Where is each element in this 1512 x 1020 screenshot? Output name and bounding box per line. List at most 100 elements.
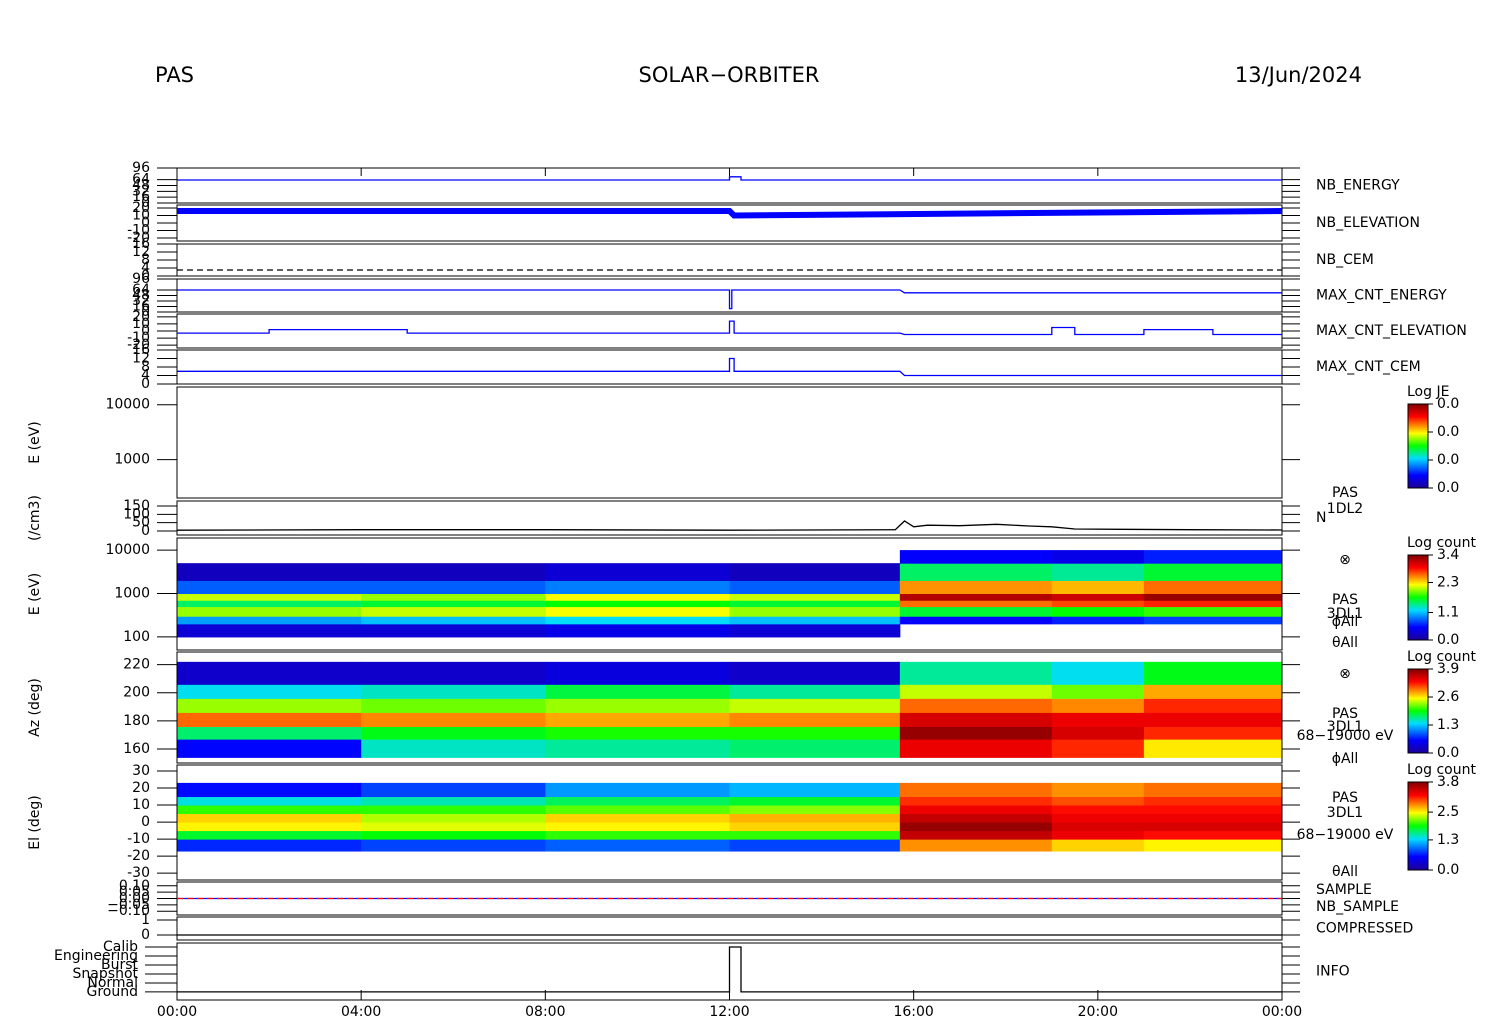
heatmap-cell xyxy=(1143,782,1283,798)
colorbar-tick-label: 0.0 xyxy=(1437,396,1459,412)
heatmap-cell xyxy=(899,580,1053,595)
heatmap-cell xyxy=(1051,593,1145,601)
colorbar-title: Log count xyxy=(1407,649,1476,665)
y-axis-label: E (eV) xyxy=(27,421,43,463)
header-center: SOLAR−ORBITER xyxy=(638,63,819,87)
series-name: MAX_CNT_ENERGY xyxy=(1316,288,1447,304)
heatmap-cell xyxy=(177,822,362,832)
heatmap-cell xyxy=(729,616,901,625)
y-tick-label: 64 xyxy=(132,172,150,188)
y-tick-label: 20 xyxy=(132,309,150,325)
heatmap-cell xyxy=(899,616,1053,625)
heatmap-cell xyxy=(177,805,362,815)
panel-frame xyxy=(176,386,1283,499)
y-tick-label: 0 xyxy=(141,215,150,231)
heatmap-cell xyxy=(729,839,901,852)
series-line xyxy=(177,176,1282,181)
colorbar-tick-label: 1.3 xyxy=(1437,717,1459,733)
heatmap-cell xyxy=(729,822,901,832)
colorbar-tick-label: 1.1 xyxy=(1437,605,1459,621)
annotation: ϕAll xyxy=(1332,614,1359,630)
series-line xyxy=(177,289,1282,310)
heatmap-cell xyxy=(361,698,546,713)
heatmap-cell xyxy=(361,813,546,823)
heatmap-cell xyxy=(177,830,362,840)
heatmap-cell xyxy=(361,593,546,601)
colorbar xyxy=(1407,781,1429,871)
heatmap-cell xyxy=(361,796,546,806)
colorbar-tick-label: 2.6 xyxy=(1437,689,1459,705)
y-tick-label: 10 xyxy=(132,316,150,332)
heatmap-cell xyxy=(361,684,546,699)
series-line xyxy=(177,357,1282,377)
heatmap-cell xyxy=(1051,822,1145,832)
heatmap-cell xyxy=(729,813,901,823)
y-tick-label: 32 xyxy=(132,293,150,309)
heatmap-cell xyxy=(361,830,546,840)
heatmap-cell xyxy=(1143,606,1283,617)
heatmap-cell xyxy=(729,563,901,581)
colorbar-title: Log JE xyxy=(1407,384,1449,400)
y-tick-label: 8 xyxy=(141,252,150,268)
series-name: INFO xyxy=(1316,964,1350,980)
heatmap-cell xyxy=(899,839,1053,852)
annotation: ϕAll xyxy=(1332,751,1359,767)
heatmap-cell xyxy=(361,805,546,815)
y-axis-label: (/cm3) xyxy=(27,495,43,541)
header-left: PAS xyxy=(155,63,194,87)
y-category-label: Engineering xyxy=(54,948,138,964)
heatmap-cell xyxy=(545,600,730,608)
y-tick-label: -20 xyxy=(127,230,150,246)
heatmap-cell xyxy=(1143,739,1283,758)
annotation: PAS xyxy=(1332,485,1358,501)
y-tick-label: 1 xyxy=(141,912,150,928)
heatmap-cell xyxy=(899,606,1053,617)
series-name: NB_ENERGY xyxy=(1316,178,1400,194)
annotation: PAS xyxy=(1332,706,1358,722)
heatmap-cell xyxy=(899,739,1053,758)
x-tick-label: 20:00 xyxy=(1078,1004,1118,1020)
y-tick-label: 0.10 xyxy=(119,878,150,894)
heatmap-cell xyxy=(545,580,730,595)
x-tick-label: 04:00 xyxy=(341,1004,381,1020)
heatmap-cell xyxy=(729,698,901,713)
heatmap-cell xyxy=(729,830,901,840)
y-axis-label: El (deg) xyxy=(27,795,43,850)
heatmap-cell xyxy=(1051,698,1145,713)
heatmap-cell xyxy=(177,661,362,685)
header-right: 13/Jun/2024 xyxy=(1235,63,1362,87)
y-tick-label: -10 xyxy=(127,831,150,847)
heatmap-cell xyxy=(545,830,730,840)
y-tick-label: 8 xyxy=(141,359,150,375)
heatmap-cell xyxy=(729,782,901,798)
heatmap-cell xyxy=(545,739,730,758)
heatmap-cell xyxy=(1143,822,1283,832)
heatmap-cell xyxy=(1143,726,1283,740)
heatmap-cell xyxy=(1143,839,1283,852)
heatmap-cell xyxy=(177,726,362,740)
heatmap-cell xyxy=(729,796,901,806)
y-category-label: Snapshot xyxy=(73,966,139,982)
colorbar-tick-label: 0.0 xyxy=(1437,424,1459,440)
heatmap-cell xyxy=(545,782,730,798)
y-tick-label: 48 xyxy=(132,178,150,194)
y-tick-label: 16 xyxy=(132,299,150,315)
series-line xyxy=(177,946,1282,993)
panel-frame xyxy=(176,916,1283,941)
heatmap-cell xyxy=(361,600,546,608)
heatmap-cell xyxy=(1143,563,1283,581)
heatmap-cell xyxy=(1051,550,1145,564)
x-tick-label: 00:00 xyxy=(1262,1004,1302,1020)
heatmap-cell xyxy=(899,805,1053,815)
y-tick-label: 0 xyxy=(141,523,150,539)
y-tick-label: 0 xyxy=(141,268,150,284)
y-category-label: Normal xyxy=(87,975,138,991)
series-line xyxy=(177,208,1283,219)
heatmap-cell xyxy=(729,712,901,727)
heatmap-cell xyxy=(899,782,1053,798)
y-tick-label: 100 xyxy=(123,629,150,645)
y-tick-label: 0 xyxy=(141,927,150,943)
heatmap-cell xyxy=(1051,805,1145,815)
heatmap-cell xyxy=(545,563,730,581)
